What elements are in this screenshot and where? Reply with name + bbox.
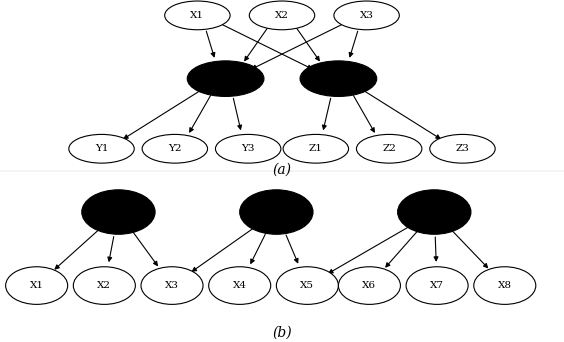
Text: Y3: Y3	[241, 144, 255, 153]
Ellipse shape	[474, 267, 536, 304]
Ellipse shape	[240, 190, 313, 234]
Ellipse shape	[334, 1, 399, 30]
Ellipse shape	[142, 134, 208, 163]
Ellipse shape	[215, 134, 281, 163]
Ellipse shape	[141, 267, 203, 304]
Text: X4: X4	[233, 281, 246, 290]
Ellipse shape	[6, 267, 68, 304]
Text: (b): (b)	[272, 326, 292, 339]
Text: X2: X2	[275, 11, 289, 20]
Ellipse shape	[69, 134, 134, 163]
Text: X1: X1	[30, 281, 43, 290]
Text: X7: X7	[430, 281, 444, 290]
Text: X8: X8	[498, 281, 512, 290]
Text: (a): (a)	[272, 162, 292, 176]
Ellipse shape	[73, 267, 135, 304]
Text: X5: X5	[301, 281, 314, 290]
Text: Y1: Y1	[95, 144, 108, 153]
Text: Z2: Z2	[382, 144, 396, 153]
Ellipse shape	[406, 267, 468, 304]
Ellipse shape	[430, 134, 495, 163]
Ellipse shape	[283, 134, 349, 163]
Text: Y2: Y2	[168, 144, 182, 153]
Ellipse shape	[398, 190, 471, 234]
Ellipse shape	[300, 61, 377, 96]
Ellipse shape	[356, 134, 422, 163]
Text: X6: X6	[363, 281, 376, 290]
Text: Z3: Z3	[456, 144, 469, 153]
Text: X2: X2	[98, 281, 111, 290]
Ellipse shape	[209, 267, 271, 304]
Text: X3: X3	[165, 281, 179, 290]
Ellipse shape	[165, 1, 230, 30]
Ellipse shape	[187, 61, 264, 96]
Ellipse shape	[249, 1, 315, 30]
Text: X1: X1	[191, 11, 204, 20]
Text: X3: X3	[360, 11, 373, 20]
Ellipse shape	[276, 267, 338, 304]
Text: Z1: Z1	[309, 144, 323, 153]
Ellipse shape	[82, 190, 155, 234]
Ellipse shape	[338, 267, 400, 304]
